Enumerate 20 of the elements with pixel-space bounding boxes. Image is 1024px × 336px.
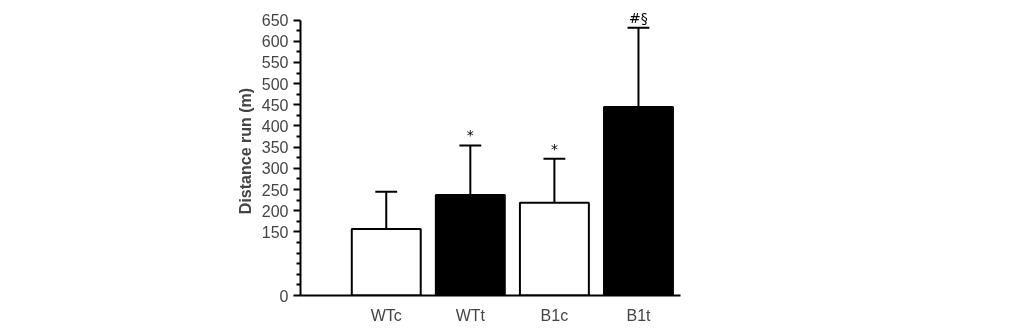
y-tick-label: 250: [261, 181, 289, 199]
y-tick-label: 400: [261, 118, 289, 135]
annotation: #§: [629, 9, 648, 26]
y-tick-label: 0: [279, 287, 289, 305]
y-tick-label: 600: [261, 33, 289, 51]
y-tick-label: 650: [261, 12, 289, 30]
y-tick-label: 450: [261, 96, 289, 114]
y-axis-title: Distance run (m): [236, 87, 254, 215]
y-tick-label: 500: [261, 75, 289, 93]
y-tick-label: 350: [261, 139, 289, 157]
x-tick-label: WTc: [370, 306, 402, 324]
x-tick-label: B1t: [626, 306, 652, 324]
y-tick-label: 300: [261, 160, 289, 178]
x-tick-label: B1c: [540, 306, 569, 324]
y-tick-label: 550: [261, 54, 289, 72]
annotation: *: [466, 127, 474, 144]
x-tick-label: WTt: [455, 306, 486, 324]
y-tick-label: 150: [261, 223, 289, 241]
annotation: *: [550, 140, 558, 157]
y-tick-label: 200: [261, 202, 289, 220]
